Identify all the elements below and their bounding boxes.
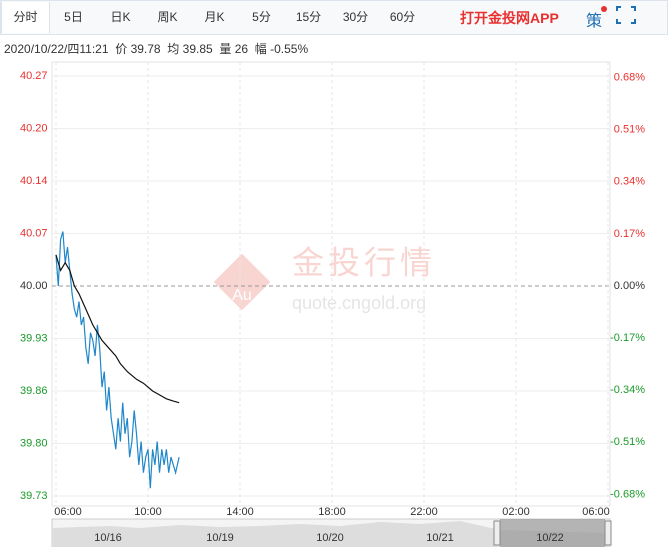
y-tick-label: 40.14 <box>20 175 48 187</box>
y2-tick-label: 0.34% <box>614 176 645 188</box>
tab[interactable]: 周K <box>157 10 178 24</box>
y-tick-label: 39.73 <box>20 490 48 502</box>
tab[interactable]: 60分 <box>389 10 416 24</box>
strategy-button[interactable]: 策 <box>586 13 603 30</box>
fullscreen-icon[interactable] <box>616 6 636 24</box>
y2-tick-label: -0.51% <box>610 436 645 448</box>
y2-tick-label: 0.00% <box>614 280 645 292</box>
app-link[interactable]: 打开金投网APP <box>460 10 559 26</box>
y-tick-label: 39.93 <box>20 332 48 344</box>
y-tick-label: 40.00 <box>20 280 48 292</box>
y2-tick-label: 0.51% <box>614 124 645 136</box>
navigator-label: 10/22 <box>536 532 564 544</box>
watermark-url: quote.cngold.org <box>292 293 426 313</box>
y2-tick-label: -0.34% <box>610 384 645 396</box>
y2-tick-label: -0.68% <box>610 488 645 500</box>
y-tick-label: 39.86 <box>20 385 48 397</box>
navigator-label: 10/21 <box>426 532 454 544</box>
navigator-area <box>52 521 610 547</box>
navigator-handle[interactable] <box>493 520 501 546</box>
tab[interactable]: 5日 <box>64 10 83 24</box>
watermark-name: 金投行情 <box>292 244 436 280</box>
navigator-label: 10/19 <box>206 532 234 544</box>
y2-tick-label: 0.17% <box>614 228 645 240</box>
x-tick-label: 10:00 <box>134 506 162 518</box>
tab-bar: 分时 5日 日K 周K 月K 5分 15分 30分 60分 <box>0 0 668 35</box>
info-value: -0.55% <box>270 42 309 56</box>
x-tick-label: 18:00 <box>318 506 346 518</box>
tab[interactable]: 月K <box>204 10 225 24</box>
x-tick-label: 14:00 <box>226 506 254 518</box>
badge-dot <box>601 6 607 12</box>
tab[interactable]: 日K <box>110 10 131 24</box>
y-tick-label: 40.27 <box>20 70 48 82</box>
watermark-logo-text: Au <box>232 287 252 304</box>
tab[interactable]: 分时 <box>1 2 50 33</box>
info-value: 26 <box>234 42 249 56</box>
x-tick-label: 02:00 <box>502 506 530 518</box>
info-label: 量 <box>219 42 232 56</box>
navigator-label: 10/20 <box>316 532 344 544</box>
info-line: 2020/10/22/四11:21 价 39.78 均 39.85 量 26 幅… <box>4 40 308 57</box>
tab[interactable]: 15分 <box>295 10 322 24</box>
info-value: 39.85 <box>182 42 213 56</box>
info-value: 39.78 <box>130 42 161 56</box>
info-time: 2020/10/22/四11:21 <box>4 42 109 56</box>
y-tick-label: 40.20 <box>20 122 48 134</box>
tab[interactable]: 5分 <box>252 10 271 24</box>
y2-tick-label: -0.17% <box>610 332 645 344</box>
price-line <box>55 231 180 489</box>
price-line <box>55 254 180 404</box>
navigator-handle[interactable] <box>604 520 612 546</box>
plot-frame <box>51 61 611 507</box>
info-label: 价 <box>115 42 128 56</box>
navigator-window[interactable] <box>500 519 605 547</box>
info-label: 幅 <box>254 42 267 56</box>
y-tick-label: 40.07 <box>20 227 48 239</box>
watermark: Au 金投行情 quote.cngold.org <box>213 244 436 313</box>
x-tick-label: 06:00 <box>54 506 82 518</box>
navigator-label: 10/16 <box>94 532 122 544</box>
info-label: 均 <box>167 42 180 56</box>
x-tick-label: 06:00 <box>582 506 610 518</box>
tab[interactable]: 30分 <box>342 10 369 24</box>
y-tick-label: 39.80 <box>20 437 48 449</box>
x-tick-label: 22:00 <box>410 506 438 518</box>
y2-tick-label: 0.68% <box>614 71 645 83</box>
